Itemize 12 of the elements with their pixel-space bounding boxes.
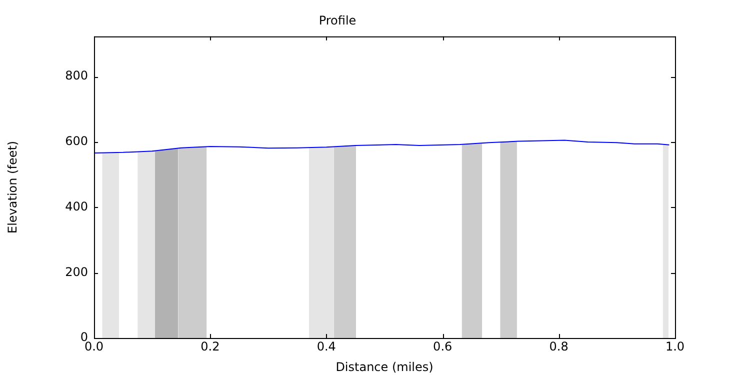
x-tick-label: 0.8 [549,339,568,354]
x-tick-label: 0.4 [316,339,336,354]
x-tick-label: 1.0 [665,339,685,354]
y-tick-label: 200 [65,264,88,279]
y-axis-title: Elevation (feet) [5,140,20,234]
x-tick-label: 0.6 [433,339,452,354]
y-tick-label: 600 [65,134,88,148]
x-axis-title: Distance (miles) [336,360,434,374]
y-tick-label: 400 [65,199,88,214]
y-tick-label: 800 [65,68,88,83]
x-tick-label: 0.2 [200,339,220,354]
chart-title: Profile [318,13,356,28]
